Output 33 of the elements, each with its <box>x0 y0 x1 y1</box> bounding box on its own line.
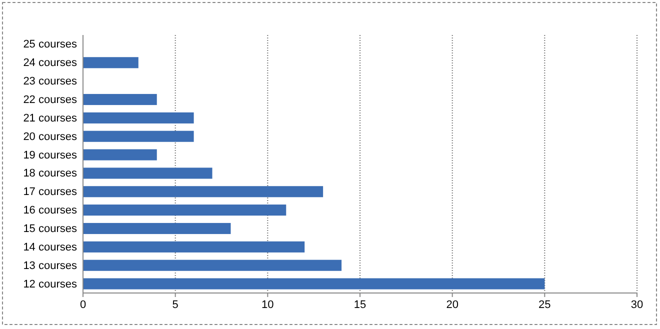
y-tick-label: 15 courses <box>23 223 78 236</box>
y-tick-label: 14 courses <box>23 241 78 254</box>
y-tick-label: 19 courses <box>23 149 78 162</box>
y-tick-label: 18 courses <box>23 168 78 180</box>
x-tick-label: 0 <box>80 298 86 311</box>
bar <box>83 94 157 106</box>
bar <box>83 168 212 179</box>
bar <box>83 112 194 124</box>
bar <box>83 149 157 160</box>
bar <box>83 204 286 216</box>
x-tick-label: 25 <box>538 298 551 311</box>
bar <box>83 57 138 68</box>
y-tick-label: 22 courses <box>23 94 78 106</box>
y-tick-label: 17 courses <box>23 186 78 198</box>
y-tick-label: 20 courses <box>23 130 78 143</box>
y-tick-label: 23 courses <box>23 76 78 88</box>
bar <box>83 186 324 198</box>
bar <box>83 260 342 271</box>
y-tick-label: 24 courses <box>23 57 78 70</box>
y-tick-label: 21 courses <box>23 112 78 124</box>
x-tick-label: 5 <box>172 298 178 311</box>
x-tick-label: 10 <box>262 298 274 311</box>
bar <box>83 130 194 142</box>
y-tick-label: 12 courses <box>23 278 78 290</box>
y-tick-label: 13 courses <box>23 260 78 272</box>
bar <box>83 241 305 252</box>
bar <box>83 278 545 290</box>
x-tick-label: 15 <box>354 298 366 311</box>
x-tick-label: 20 <box>446 298 458 311</box>
y-tick-label: 16 courses <box>23 204 78 217</box>
y-tick-label: 25 courses <box>23 38 78 51</box>
bar <box>83 222 231 234</box>
x-tick-label: 30 <box>630 298 644 311</box>
